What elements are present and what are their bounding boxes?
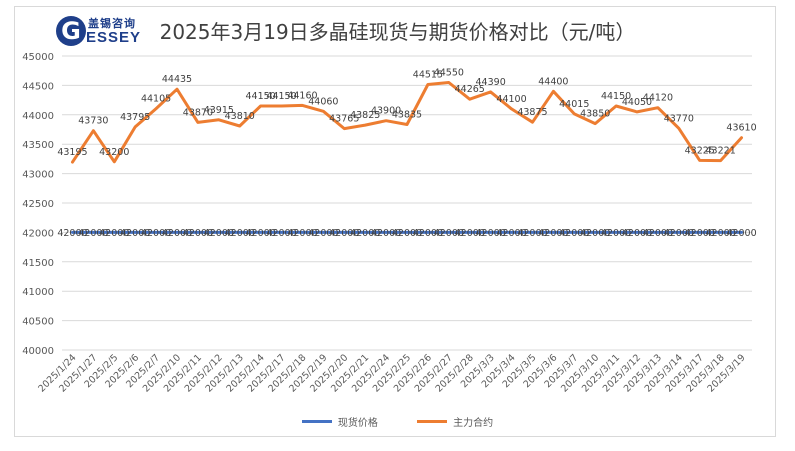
data-label: 44100 bbox=[496, 94, 526, 105]
data-label: 42000 bbox=[622, 228, 652, 239]
data-label: 42000 bbox=[141, 228, 171, 239]
y-tick-label: 42500 bbox=[22, 199, 54, 210]
series-line-1 bbox=[71, 81, 743, 164]
data-label: 44550 bbox=[434, 67, 464, 78]
y-tick-label: 40500 bbox=[22, 317, 54, 328]
logo-english-name: ESSEY bbox=[86, 29, 142, 46]
data-label: 43770 bbox=[664, 113, 694, 124]
y-tick-label: 45000 bbox=[22, 52, 54, 63]
data-label: 43870 bbox=[183, 107, 213, 118]
data-label: 42000 bbox=[204, 228, 234, 239]
data-label: 43221 bbox=[706, 146, 736, 157]
data-label: 44120 bbox=[643, 93, 673, 104]
y-tick-label: 44000 bbox=[22, 111, 54, 122]
data-label: 42000 bbox=[413, 228, 443, 239]
chart-frame bbox=[14, 6, 776, 437]
data-label: 42000 bbox=[329, 228, 359, 239]
data-label: 44150 bbox=[601, 91, 631, 102]
legend-swatch-futures bbox=[417, 420, 448, 423]
data-label: 44435 bbox=[162, 74, 192, 85]
data-label: 43730 bbox=[78, 116, 108, 127]
data-label: 42000 bbox=[266, 228, 296, 239]
data-label: 42000 bbox=[538, 228, 568, 239]
data-label: 44150 bbox=[246, 91, 276, 102]
data-label: 43765 bbox=[329, 114, 359, 125]
data-label: 42000 bbox=[162, 228, 192, 239]
data-label: 44150 bbox=[266, 91, 296, 102]
data-label: 43810 bbox=[225, 111, 255, 122]
data-label: 43225 bbox=[685, 145, 715, 156]
y-tick-label: 41000 bbox=[22, 287, 54, 298]
data-label: 42000 bbox=[78, 228, 108, 239]
data-label: 44390 bbox=[476, 77, 506, 88]
data-label: 42000 bbox=[99, 228, 129, 239]
data-label: 42000 bbox=[685, 228, 715, 239]
legend-label-futures: 主力合约 bbox=[453, 418, 494, 429]
chart-title: 2025年3月19日多晶硅现货与期货价格对比（元/吨） bbox=[159, 20, 636, 44]
data-label: 42000 bbox=[350, 228, 380, 239]
data-label: 44050 bbox=[622, 97, 652, 108]
data-label: 43610 bbox=[726, 123, 756, 134]
data-label: 43850 bbox=[580, 109, 610, 120]
y-tick-label: 40000 bbox=[22, 346, 54, 357]
data-label: 42000 bbox=[664, 228, 694, 239]
data-label: 42000 bbox=[183, 228, 213, 239]
data-label: 42000 bbox=[455, 228, 485, 239]
gessey-logo: G 盖锡咨询 ESSEY bbox=[56, 14, 148, 50]
y-tick-label: 41500 bbox=[22, 258, 54, 269]
chart-legend: 现货价格 主力合约 bbox=[0, 414, 795, 429]
legend-item-spot: 现货价格 bbox=[301, 414, 378, 429]
data-label: 43835 bbox=[392, 110, 422, 121]
data-label: 43900 bbox=[371, 106, 401, 117]
data-label: 44160 bbox=[287, 90, 317, 101]
data-label: 42000 bbox=[392, 228, 422, 239]
data-label: 44265 bbox=[455, 84, 485, 95]
data-label: 42000 bbox=[434, 228, 464, 239]
data-label: 42000 bbox=[517, 228, 547, 239]
legend-label-spot: 现货价格 bbox=[337, 418, 378, 429]
data-label: 42000 bbox=[580, 228, 610, 239]
data-label: 42000 bbox=[601, 228, 631, 239]
y-tick-label: 43000 bbox=[22, 170, 54, 181]
data-label: 43795 bbox=[120, 112, 150, 123]
data-label: 42000 bbox=[643, 228, 673, 239]
logo-letter: G bbox=[56, 16, 86, 46]
y-tick-label: 44500 bbox=[22, 81, 54, 92]
data-label: 42000 bbox=[559, 228, 589, 239]
data-label: 42000 bbox=[246, 228, 276, 239]
data-label: 42000 bbox=[726, 228, 756, 239]
data-label: 43875 bbox=[517, 107, 547, 118]
data-label: 42000 bbox=[476, 228, 506, 239]
data-label: 42000 bbox=[287, 228, 317, 239]
data-label: 42000 bbox=[371, 228, 401, 239]
data-label: 44515 bbox=[413, 70, 443, 81]
legend-item-futures: 主力合约 bbox=[417, 414, 493, 429]
data-label: 44400 bbox=[538, 76, 568, 87]
data-label: 43825 bbox=[350, 110, 380, 121]
data-label: 44015 bbox=[559, 99, 589, 110]
data-label: 43195 bbox=[57, 147, 87, 158]
y-tick-label: 43500 bbox=[22, 140, 54, 151]
data-label: 42000 bbox=[496, 228, 526, 239]
data-label: 42000 bbox=[57, 228, 87, 239]
data-label: 43200 bbox=[99, 147, 129, 158]
data-label: 42000 bbox=[706, 228, 736, 239]
data-label: 42000 bbox=[308, 228, 338, 239]
logo-chinese-name: 盖锡咨询 bbox=[88, 17, 136, 30]
legend-swatch-spot bbox=[301, 420, 332, 423]
data-label: 42000 bbox=[120, 228, 150, 239]
data-label: 42000 bbox=[225, 228, 255, 239]
data-label: 44105 bbox=[141, 94, 171, 105]
y-tick-label: 42000 bbox=[22, 228, 54, 239]
data-label: 44060 bbox=[308, 96, 338, 107]
data-label: 43915 bbox=[204, 105, 234, 116]
